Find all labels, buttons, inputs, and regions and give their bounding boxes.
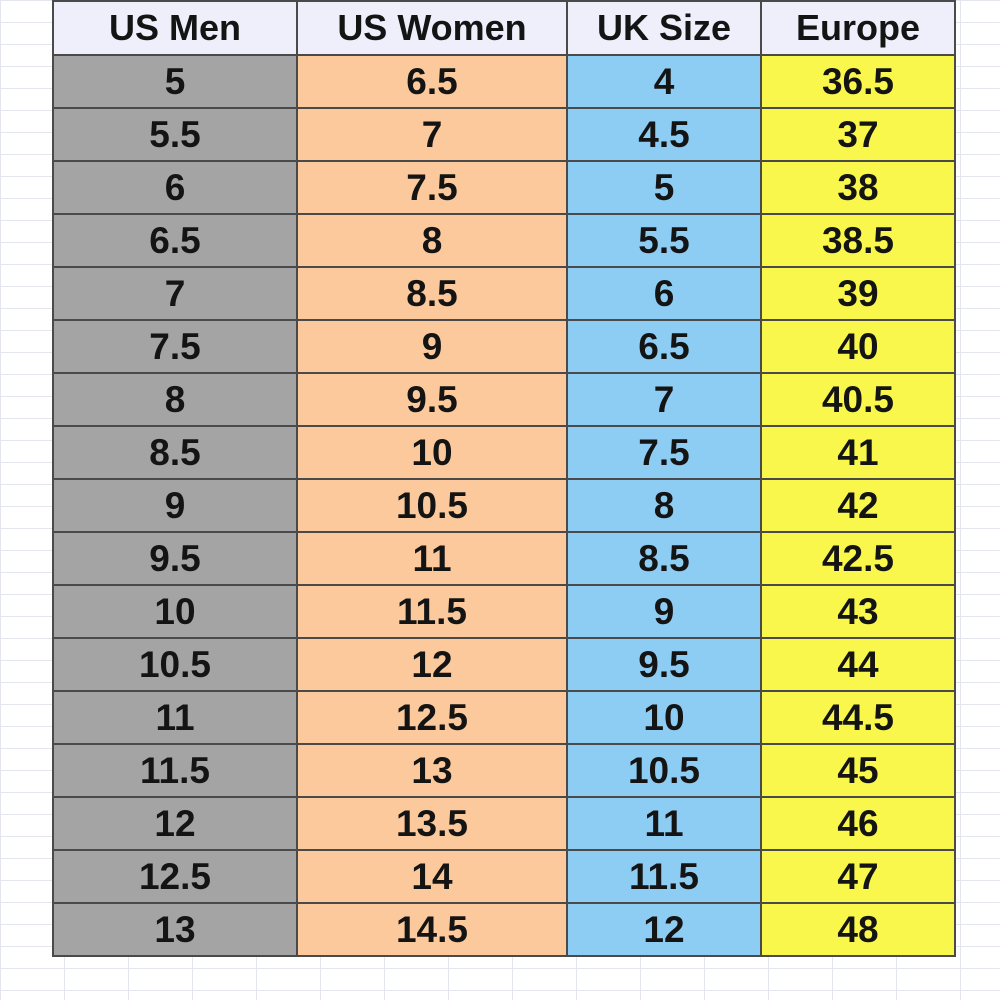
header-uk-size: UK Size: [566, 0, 762, 56]
cell-us-men: 5: [52, 54, 298, 109]
cell-us-men: 9.5: [52, 531, 298, 586]
cell-us-men: 7: [52, 266, 298, 321]
cell-uk-size: 5: [566, 160, 762, 215]
cell-us-men: 11: [52, 690, 298, 745]
table-row: 9 10.5 8 42: [52, 478, 956, 533]
cell-europe: 38: [760, 160, 956, 215]
table-row: 7 8.5 6 39: [52, 266, 956, 321]
cell-uk-size: 4.5: [566, 107, 762, 162]
cell-us-women: 6.5: [296, 54, 568, 109]
cell-uk-size: 4: [566, 54, 762, 109]
cell-us-men: 11.5: [52, 743, 298, 798]
cell-us-women: 14: [296, 849, 568, 904]
cell-europe: 48: [760, 902, 956, 957]
table-row: 9.5 11 8.5 42.5: [52, 531, 956, 586]
cell-europe: 43: [760, 584, 956, 639]
table-row: 5.5 7 4.5 37: [52, 107, 956, 162]
cell-us-men: 13: [52, 902, 298, 957]
cell-us-men: 7.5: [52, 319, 298, 374]
cell-europe: 41: [760, 425, 956, 480]
cell-uk-size: 5.5: [566, 213, 762, 268]
cell-us-men: 9: [52, 478, 298, 533]
header-us-men: US Men: [52, 0, 298, 56]
table-row: 6.5 8 5.5 38.5: [52, 213, 956, 268]
table-row: 5 6.5 4 36.5: [52, 54, 956, 109]
cell-uk-size: 6.5: [566, 319, 762, 374]
table-body: 5 6.5 4 36.5 5.5 7 4.5 37 6 7.5 5 38 6.5 8 5.5 38.5 7 8.5…: [52, 54, 956, 957]
cell-us-men: 6.5: [52, 213, 298, 268]
cell-europe: 36.5: [760, 54, 956, 109]
table-row: 6 7.5 5 38: [52, 160, 956, 215]
cell-europe: 44: [760, 637, 956, 692]
table-row: 10.5 12 9.5 44: [52, 637, 956, 692]
cell-us-women: 7.5: [296, 160, 568, 215]
cell-us-women: 13: [296, 743, 568, 798]
cell-us-men: 12.5: [52, 849, 298, 904]
cell-uk-size: 7.5: [566, 425, 762, 480]
cell-uk-size: 11: [566, 796, 762, 851]
cell-uk-size: 7: [566, 372, 762, 427]
cell-us-men: 10: [52, 584, 298, 639]
cell-uk-size: 8.5: [566, 531, 762, 586]
cell-us-men: 5.5: [52, 107, 298, 162]
cell-us-women: 12: [296, 637, 568, 692]
cell-us-women: 9.5: [296, 372, 568, 427]
cell-us-men: 8: [52, 372, 298, 427]
table-row: 10 11.5 9 43: [52, 584, 956, 639]
cell-europe: 40.5: [760, 372, 956, 427]
cell-us-women: 9: [296, 319, 568, 374]
cell-us-women: 12.5: [296, 690, 568, 745]
cell-europe: 42: [760, 478, 956, 533]
cell-europe: 42.5: [760, 531, 956, 586]
table-row: 11 12.5 10 44.5: [52, 690, 956, 745]
cell-uk-size: 9.5: [566, 637, 762, 692]
cell-europe: 37: [760, 107, 956, 162]
cell-us-women: 10: [296, 425, 568, 480]
cell-uk-size: 12: [566, 902, 762, 957]
cell-us-women: 8.5: [296, 266, 568, 321]
table-header: US Men US Women UK Size Europe: [52, 0, 956, 56]
cell-us-men: 6: [52, 160, 298, 215]
cell-us-men: 10.5: [52, 637, 298, 692]
cell-europe: 38.5: [760, 213, 956, 268]
cell-europe: 46: [760, 796, 956, 851]
cell-uk-size: 11.5: [566, 849, 762, 904]
cell-us-women: 10.5: [296, 478, 568, 533]
cell-europe: 47: [760, 849, 956, 904]
cell-uk-size: 6: [566, 266, 762, 321]
cell-uk-size: 10: [566, 690, 762, 745]
cell-us-women: 7: [296, 107, 568, 162]
table-row: 12.5 14 11.5 47: [52, 849, 956, 904]
cell-uk-size: 9: [566, 584, 762, 639]
cell-us-men: 8.5: [52, 425, 298, 480]
header-us-women: US Women: [296, 0, 568, 56]
table-row: 8 9.5 7 40.5: [52, 372, 956, 427]
table-row: 12 13.5 11 46: [52, 796, 956, 851]
header-europe: Europe: [760, 0, 956, 56]
table-row: 8.5 10 7.5 41: [52, 425, 956, 480]
table-row: 7.5 9 6.5 40: [52, 319, 956, 374]
header-row: US Men US Women UK Size Europe: [52, 0, 956, 56]
cell-uk-size: 8: [566, 478, 762, 533]
shoe-size-conversion-table: US Men US Women UK Size Europe 5 6.5 4 36.5…: [52, 0, 956, 957]
cell-us-women: 11.5: [296, 584, 568, 639]
table-row: 11.5 13 10.5 45: [52, 743, 956, 798]
cell-europe: 44.5: [760, 690, 956, 745]
cell-europe: 39: [760, 266, 956, 321]
cell-europe: 40: [760, 319, 956, 374]
cell-us-women: 14.5: [296, 902, 568, 957]
cell-us-women: 8: [296, 213, 568, 268]
table-row: 13 14.5 12 48: [52, 902, 956, 957]
cell-us-men: 12: [52, 796, 298, 851]
cell-us-women: 11: [296, 531, 568, 586]
cell-uk-size: 10.5: [566, 743, 762, 798]
cell-us-women: 13.5: [296, 796, 568, 851]
cell-europe: 45: [760, 743, 956, 798]
